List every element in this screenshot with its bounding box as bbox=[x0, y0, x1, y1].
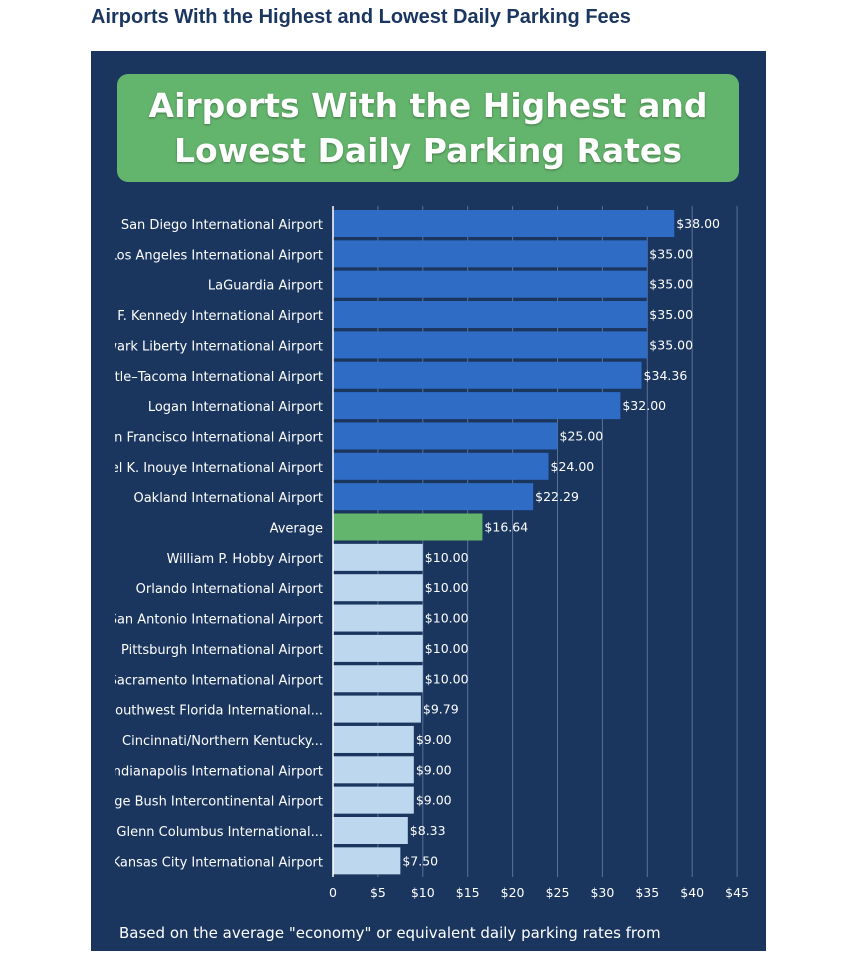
bar bbox=[333, 604, 423, 632]
bar bbox=[333, 634, 423, 662]
bar-value-label: $16.64 bbox=[484, 520, 528, 535]
bar bbox=[333, 695, 421, 723]
bar bbox=[333, 331, 648, 359]
bar-value-label: $10.00 bbox=[425, 550, 469, 565]
bar bbox=[333, 725, 414, 753]
category-label: Indianapolis International Airport bbox=[109, 764, 323, 779]
bar-value-label: $22.29 bbox=[535, 489, 579, 504]
bar-value-label: $34.36 bbox=[644, 368, 688, 383]
category-label: San Antonio International Airport bbox=[109, 613, 323, 628]
bar-value-label: $35.00 bbox=[649, 307, 693, 322]
category-label: San Diego International Airport bbox=[121, 218, 323, 233]
category-label: Southwest Florida International... bbox=[107, 704, 323, 719]
bar-value-label: $25.00 bbox=[560, 428, 604, 443]
x-tick-label: $45 bbox=[725, 885, 749, 900]
bar-value-label: $35.00 bbox=[649, 246, 693, 261]
x-tick-label: 0 bbox=[329, 885, 337, 900]
category-label: John F. Kennedy International Airport bbox=[91, 309, 323, 324]
bar-value-label: $9.00 bbox=[416, 762, 452, 777]
category-label: Seattle–Tacoma International Airport bbox=[91, 370, 323, 385]
x-tick-label: $40 bbox=[680, 885, 704, 900]
bar bbox=[333, 392, 621, 420]
category-label: George Bush Intercontinental Airport bbox=[91, 795, 323, 810]
x-tick-label: $15 bbox=[456, 885, 480, 900]
bar bbox=[333, 847, 401, 875]
bar-value-label: $9.79 bbox=[423, 702, 459, 717]
bar bbox=[333, 483, 534, 511]
x-tick-label: $25 bbox=[546, 885, 570, 900]
bar bbox=[333, 240, 648, 268]
x-tick-label: $35 bbox=[635, 885, 659, 900]
category-labels: San Diego International Airport Los Angel… bbox=[91, 218, 323, 870]
bar bbox=[333, 301, 648, 329]
category-label: LaGuardia Airport bbox=[208, 279, 323, 294]
category-label: San Francisco International Airport bbox=[98, 430, 323, 445]
bar-value-label: $10.00 bbox=[425, 580, 469, 595]
bar bbox=[333, 513, 483, 541]
infographic-panel: Airports With the Highest and Lowest Dai… bbox=[91, 51, 766, 951]
category-label: Orlando International Airport bbox=[136, 582, 323, 597]
bar-value-label: $35.00 bbox=[649, 337, 693, 352]
bar bbox=[333, 361, 642, 389]
category-label: Los Angeles International Airport bbox=[110, 248, 323, 263]
category-label: Kansas City International Airport bbox=[112, 855, 323, 870]
bar-value-label: $38.00 bbox=[676, 216, 720, 231]
bar-value-label: $10.00 bbox=[425, 611, 469, 626]
bar bbox=[333, 786, 414, 814]
bar-value-label: $9.00 bbox=[416, 732, 452, 747]
category-label: Pittsburgh International Airport bbox=[121, 643, 323, 658]
bar bbox=[333, 422, 558, 450]
category-label: Sacramento International Airport bbox=[109, 673, 323, 688]
bar bbox=[333, 817, 408, 844]
bar bbox=[333, 574, 423, 602]
page-heading: Airports With the Highest and Lowest Dai… bbox=[91, 6, 631, 28]
category-label: Oakland International Airport bbox=[133, 491, 323, 506]
bar-chart: 0 $5 $10 $15 $20 $25 $30 $35 $40 $45 $38.00 $35.00 $… bbox=[91, 206, 749, 900]
bar-value-label: $10.00 bbox=[425, 671, 469, 686]
bar bbox=[333, 756, 414, 784]
bar-value-label: $7.50 bbox=[402, 853, 438, 868]
bar-value-label: $9.00 bbox=[416, 793, 452, 808]
x-tick-label: $30 bbox=[590, 885, 614, 900]
x-tick-label: $10 bbox=[411, 885, 435, 900]
category-label: Logan International Airport bbox=[148, 400, 323, 415]
footnote: Based on the average "economy" or equiva… bbox=[119, 924, 661, 942]
x-tick-label: $5 bbox=[370, 885, 386, 900]
bar bbox=[333, 665, 423, 693]
x-tick-label: $20 bbox=[501, 885, 525, 900]
bar bbox=[333, 543, 423, 571]
bar-value-label: $35.00 bbox=[649, 277, 693, 292]
category-label: Average bbox=[270, 522, 323, 537]
category-label: John Glenn Columbus International... bbox=[91, 825, 323, 840]
category-label: Newark Liberty International Airport bbox=[91, 339, 323, 354]
bar bbox=[333, 270, 648, 298]
bar-value-label: $8.33 bbox=[410, 823, 446, 838]
chart-title-banner: Airports With the Highest and Lowest Dai… bbox=[117, 74, 739, 182]
category-label: Daniel K. Inouye International Airport bbox=[91, 461, 323, 476]
category-label: William P. Hobby Airport bbox=[167, 552, 323, 567]
category-label: Cincinnati/Northern Kentucky... bbox=[122, 734, 323, 749]
bar bbox=[333, 452, 549, 480]
bar-value-label: $24.00 bbox=[551, 459, 595, 474]
bar bbox=[333, 210, 675, 237]
bar-value-label: $10.00 bbox=[425, 641, 469, 656]
chart-title: Airports With the Highest and Lowest Dai… bbox=[148, 86, 708, 170]
bar-value-label: $32.00 bbox=[622, 398, 666, 413]
